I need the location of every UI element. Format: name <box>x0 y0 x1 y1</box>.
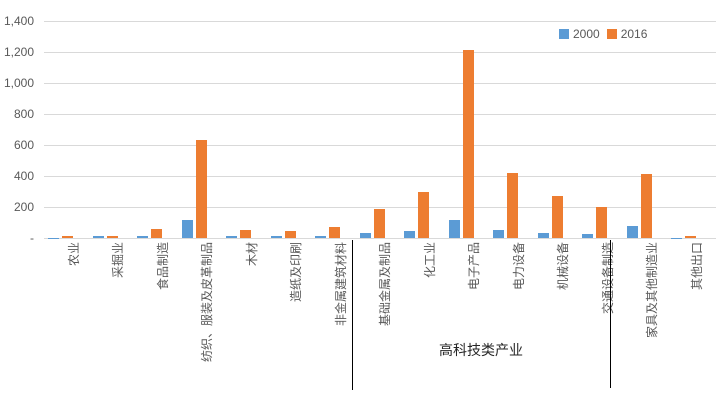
bar-2000-11 <box>493 229 504 238</box>
bar-2016-10 <box>462 49 474 238</box>
bar-2016-14 <box>640 173 652 238</box>
bar-2000-14 <box>626 225 638 238</box>
legend-swatch-2000-icon <box>559 29 569 39</box>
category-group-divider-right <box>610 240 611 388</box>
legend: 2000 2016 <box>559 27 647 41</box>
x-category-label-11: 电力设备 <box>511 242 526 291</box>
y-tick-label: 1,200 <box>3 45 34 59</box>
gridline <box>44 114 716 115</box>
bar-2000-12 <box>537 232 549 238</box>
x-category-label-15: 其他出口 <box>689 242 704 291</box>
gridline <box>44 83 716 84</box>
bar-2016-4 <box>195 140 207 238</box>
legend-label-2016: 2016 <box>620 27 648 41</box>
bar-2000-4 <box>181 220 193 238</box>
bar-2000-13 <box>582 234 593 238</box>
legend-swatch-2016-icon <box>606 29 617 39</box>
bar-2016-9 <box>418 191 429 238</box>
bar-2016-8 <box>373 208 385 238</box>
x-category-label-4: 纺织、服装及皮革制品 <box>200 242 214 363</box>
legend-label-2000: 2000 <box>573 27 600 41</box>
y-tick-label: 800 <box>13 107 34 121</box>
bar-2016-15 <box>685 235 696 238</box>
bar-2000-6 <box>270 235 282 238</box>
bar-2016-6 <box>284 231 296 238</box>
x-category-label-14: 家具及其他制造业 <box>645 242 659 339</box>
x-category-label-7: 非金属建筑材料 <box>333 242 348 327</box>
gridline <box>44 145 716 146</box>
x-category-label-12: 机械设备 <box>556 242 570 291</box>
y-tick-label: - <box>30 231 34 245</box>
bar-2016-13 <box>596 207 607 238</box>
x-category-label-10: 电子产品 <box>467 242 481 291</box>
bar-2016-2 <box>106 235 118 238</box>
x-category-label-5: 木材 <box>244 242 259 267</box>
bar-2016-1 <box>62 235 73 238</box>
bar-2000-5 <box>226 235 237 238</box>
bar-2000-3 <box>137 235 148 238</box>
y-tick-label: 600 <box>13 138 34 152</box>
bar-2016-5 <box>240 229 251 238</box>
x-category-label-6: 造纸及印刷 <box>289 242 303 303</box>
x-category-label-13: 交通设备制造 <box>600 242 615 315</box>
x-category-label-2: 采掘业 <box>111 242 125 279</box>
high-tech-group-label: 高科技类产业 <box>439 342 523 358</box>
gridline <box>44 176 716 177</box>
bar-2000-2 <box>92 235 104 238</box>
bar-2016-7 <box>329 226 340 238</box>
gridline <box>44 207 716 208</box>
gridline <box>44 52 716 53</box>
x-category-label-3: 食品制造 <box>155 242 170 291</box>
y-tick-label: 400 <box>13 169 34 183</box>
y-tick-label: 1,400 <box>3 14 34 28</box>
bar-2000-9 <box>404 231 415 238</box>
x-category-label-1: 农业 <box>66 242 81 267</box>
bar-2000-8 <box>359 232 371 238</box>
y-tick-label: 200 <box>13 200 34 214</box>
bar-2016-11 <box>507 172 518 238</box>
bar-2016-3 <box>151 228 162 238</box>
gridline <box>44 238 716 239</box>
legend-item-2000: 2000 <box>559 27 600 41</box>
bar-2000-7 <box>315 235 326 238</box>
legend-item-2016: 2016 <box>606 27 648 41</box>
gridline <box>44 21 716 22</box>
category-group-divider-left <box>352 240 353 390</box>
y-tick-label: 1,000 <box>3 76 34 90</box>
bar-2016-12 <box>551 196 563 238</box>
x-category-label-8: 基础金属及制品 <box>378 242 392 327</box>
x-category-label-9: 化工业 <box>422 242 437 279</box>
bar-2000-10 <box>448 219 460 238</box>
